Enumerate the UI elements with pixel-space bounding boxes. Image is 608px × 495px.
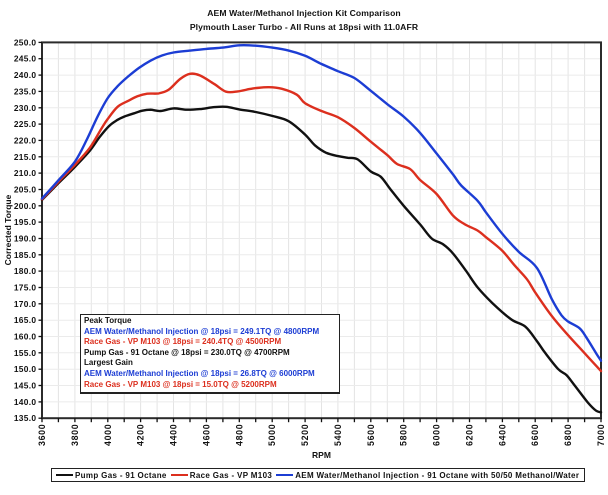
svg-text:175.0: 175.0: [14, 283, 37, 293]
svg-text:170.0: 170.0: [14, 299, 37, 309]
svg-text:150.0: 150.0: [14, 364, 37, 374]
svg-text:185.0: 185.0: [14, 250, 37, 260]
svg-text:195.0: 195.0: [14, 217, 37, 227]
svg-text:6400: 6400: [497, 424, 507, 446]
svg-text:Corrected Torque: Corrected Torque: [3, 194, 13, 265]
svg-text:225.0: 225.0: [14, 119, 37, 129]
svg-text:230.0: 230.0: [14, 103, 37, 113]
svg-text:7000: 7000: [596, 424, 606, 446]
svg-text:5400: 5400: [333, 424, 343, 446]
svg-text:3600: 3600: [37, 424, 47, 446]
svg-text:215.0: 215.0: [14, 152, 37, 162]
svg-text:135.0: 135.0: [14, 413, 37, 423]
svg-text:RPM: RPM: [312, 450, 331, 460]
svg-text:4600: 4600: [201, 424, 211, 446]
svg-text:235.0: 235.0: [14, 86, 37, 96]
svg-text:145.0: 145.0: [14, 381, 37, 391]
svg-text:6600: 6600: [530, 424, 540, 446]
svg-text:220.0: 220.0: [14, 135, 37, 145]
svg-text:4000: 4000: [103, 424, 113, 446]
svg-text:190.0: 190.0: [14, 234, 37, 244]
svg-text:5800: 5800: [399, 424, 409, 446]
svg-text:4800: 4800: [234, 424, 244, 446]
svg-text:5000: 5000: [267, 424, 277, 446]
svg-text:6200: 6200: [465, 424, 475, 446]
svg-text:245.0: 245.0: [14, 54, 37, 64]
svg-text:200.0: 200.0: [14, 201, 37, 211]
svg-text:180.0: 180.0: [14, 266, 37, 276]
svg-text:6000: 6000: [432, 424, 442, 446]
svg-text:165.0: 165.0: [14, 315, 37, 325]
svg-text:5600: 5600: [366, 424, 376, 446]
svg-text:160.0: 160.0: [14, 332, 37, 342]
svg-text:5200: 5200: [300, 424, 310, 446]
svg-text:155.0: 155.0: [14, 348, 37, 358]
svg-text:6800: 6800: [563, 424, 573, 446]
svg-text:210.0: 210.0: [14, 168, 37, 178]
svg-text:4400: 4400: [169, 424, 179, 446]
svg-text:240.0: 240.0: [14, 70, 37, 80]
svg-text:4200: 4200: [136, 424, 146, 446]
svg-text:140.0: 140.0: [14, 397, 37, 407]
svg-text:205.0: 205.0: [14, 185, 37, 195]
svg-text:250.0: 250.0: [14, 37, 37, 47]
svg-text:3800: 3800: [70, 424, 80, 446]
